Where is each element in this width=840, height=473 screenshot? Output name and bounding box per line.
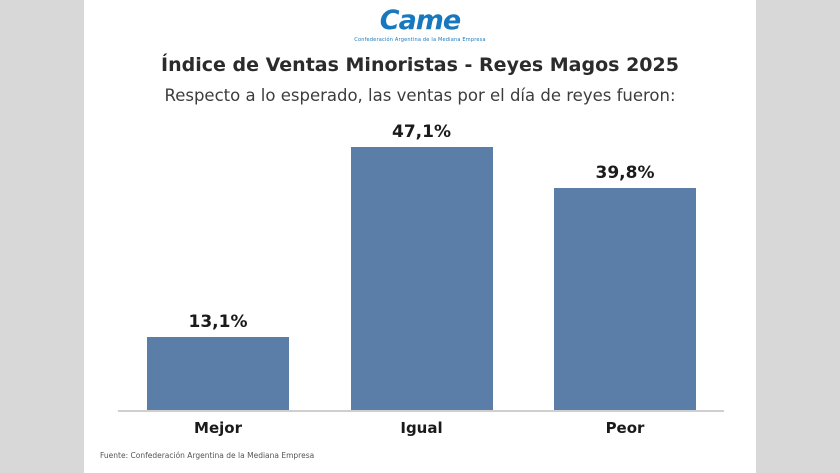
- bar-chart: 13,1% Mejor 47,1% Igual 39,8% Peor: [118, 115, 724, 437]
- chart-title: Índice de Ventas Minoristas - Reyes Mago…: [161, 54, 679, 76]
- bar-group-mejor: 13,1% Mejor: [147, 115, 289, 437]
- chart-panel: Came Confederación Argentina de la Media…: [84, 0, 756, 473]
- bars: 13,1% Mejor 47,1% Igual 39,8% Peor: [118, 115, 724, 437]
- logo-tagline: Confederación Argentina de la Mediana Em…: [354, 36, 486, 43]
- logo-text: Came: [379, 5, 461, 36]
- chart-subtitle: Respecto a lo esperado, las ventas por e…: [164, 86, 676, 105]
- bar: [147, 337, 289, 410]
- bar-category-label: Igual: [400, 419, 443, 437]
- bar-value-label: 47,1%: [392, 122, 451, 142]
- bar: [350, 147, 493, 410]
- bar-value-label: 13,1%: [188, 312, 248, 332]
- bar-category-label: Peor: [605, 419, 645, 437]
- source-note: Fuente: Confederación Argentina de la Me…: [100, 451, 315, 460]
- bar-group-peor: 39,8% Peor: [554, 115, 696, 437]
- bar-value-label: 39,8%: [595, 163, 655, 183]
- bar-group-igual: 47,1% Igual: [350, 115, 493, 437]
- bar: [554, 188, 696, 410]
- logo: Came Confederación Argentina de la Media…: [84, 6, 756, 43]
- bar-category-label: Mejor: [194, 419, 242, 437]
